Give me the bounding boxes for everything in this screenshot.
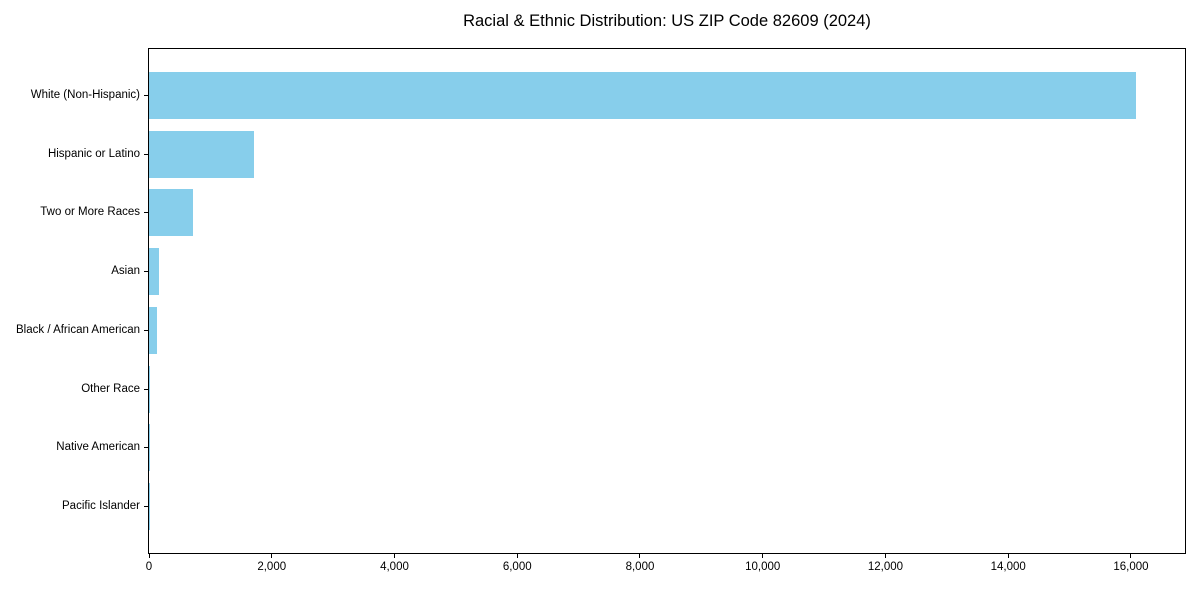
- x-axis-tick-label: 16,000: [1113, 561, 1149, 573]
- x-axis-tick-label: 8,000: [625, 561, 655, 573]
- x-axis-tick-label: 6,000: [502, 561, 532, 573]
- bar: [149, 189, 193, 237]
- y-axis-category-label: Two or More Races: [40, 206, 140, 219]
- y-axis-tick: [144, 153, 148, 155]
- y-axis-tick: [144, 506, 148, 508]
- x-axis-tick-label: 10,000: [745, 561, 781, 573]
- x-axis-tick: [393, 554, 395, 558]
- x-axis-tick-label: 0: [145, 561, 153, 573]
- x-axis-tick: [1130, 554, 1132, 558]
- bar: [149, 365, 151, 413]
- bar: [149, 248, 160, 296]
- x-axis-tick-label: 14,000: [990, 561, 1026, 573]
- bar: [149, 130, 254, 178]
- y-axis-tick: [144, 329, 148, 331]
- x-axis-tick: [762, 554, 764, 558]
- y-axis-tick: [144, 388, 148, 390]
- x-axis-tick: [516, 554, 518, 558]
- x-axis-tick: [884, 554, 886, 558]
- y-axis-category-label: Black / African American: [16, 323, 140, 336]
- y-axis-tick: [144, 447, 148, 449]
- x-axis-tick-label: 2,000: [257, 561, 287, 573]
- x-axis-tick-label: 12,000: [867, 561, 904, 573]
- y-axis-tick: [144, 94, 148, 96]
- y-axis-category-label: Native American: [56, 441, 140, 454]
- bar: [149, 306, 157, 354]
- x-axis-tick: [639, 554, 641, 558]
- y-axis-tick: [144, 212, 148, 214]
- x-axis-tick: [1007, 554, 1009, 558]
- bar: [149, 424, 150, 472]
- y-axis-category-label: Other Race: [81, 382, 140, 395]
- y-axis-category-label: Asian: [111, 265, 140, 278]
- y-axis-tick: [144, 271, 148, 273]
- plot-area: [148, 48, 1186, 554]
- y-axis-category-label: White (Non-Hispanic): [30, 88, 140, 101]
- x-axis-tick: [148, 554, 150, 558]
- y-axis-category-label: Pacific Islander: [62, 500, 140, 513]
- x-axis-tick-label: 4,000: [380, 561, 409, 573]
- x-axis-tick: [271, 554, 273, 558]
- chart-title: Racial & Ethnic Distribution: US ZIP Cod…: [463, 12, 871, 30]
- y-axis-category-label: Hispanic or Latino: [47, 147, 140, 160]
- bar: [149, 71, 1136, 119]
